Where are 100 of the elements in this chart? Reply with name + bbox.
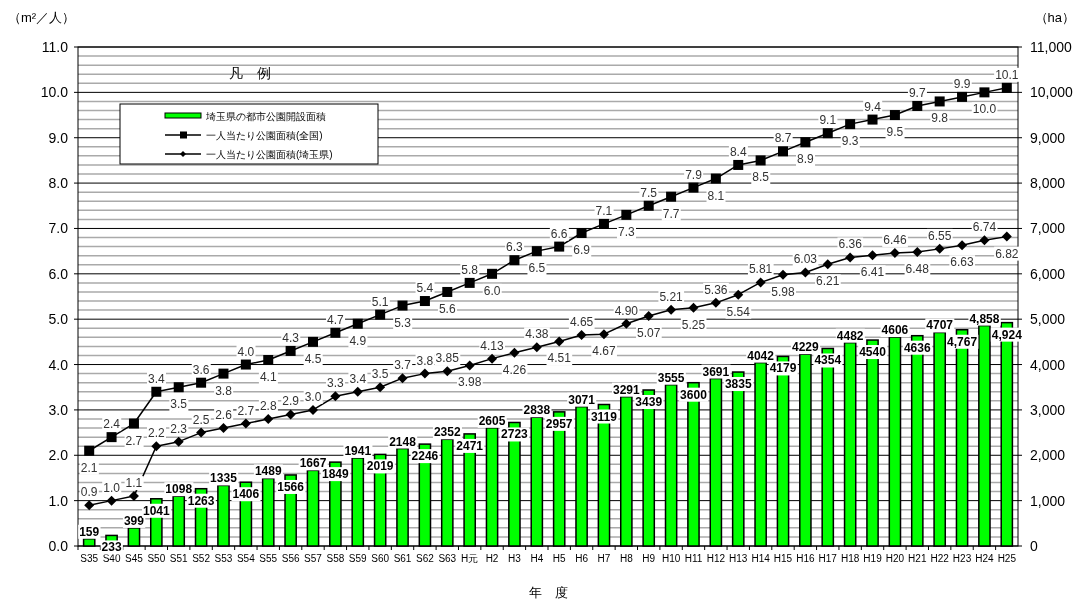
data-label: 4042 [747,348,775,363]
data-label: 2.7 [125,433,143,448]
data-label: 3119 [590,409,618,424]
point [643,311,654,322]
point [196,377,207,388]
point [263,355,274,366]
point [778,269,788,280]
point [621,209,632,220]
data-label: 5.25 [681,317,706,332]
y-tick-label: 1.0 [48,492,69,509]
point [397,373,408,384]
point [285,345,296,356]
data-label: 4.13 [480,338,505,353]
point [912,100,923,111]
data-label: 4354 [814,353,842,368]
legend-label: 一人当たり公園面積(全国) [206,130,323,141]
x-tick-label: H9 [642,553,656,564]
point [979,235,990,246]
data-label: 8.9 [797,152,815,167]
data-label: 3.0 [304,389,322,404]
point [554,241,565,252]
data-label: 5.6 [438,301,456,316]
y2-tick-label: 7,000 [1030,220,1066,237]
point [128,491,139,502]
x-tick-label: S54 [236,553,256,564]
data-label: 2838 [523,403,551,418]
point [710,173,721,184]
data-label: 4540 [859,345,887,360]
point [957,91,968,102]
data-label: 3071 [568,392,596,407]
data-label: 9.4 [864,99,882,114]
x-tick-label: S52 [192,553,211,564]
data-label: 7.9 [685,167,703,182]
x-tick-label: H19 [863,553,883,564]
data-label: 5.8 [461,262,479,277]
point [308,404,318,415]
y2-tick-label: 3,000 [1030,401,1066,418]
data-label: 1489 [254,464,282,479]
data-label: 3.5 [371,367,389,382]
y2-tick-label: 11,000 [1030,39,1072,55]
x-tick-label: H6 [575,553,589,564]
point [330,327,341,338]
point [845,119,856,130]
point [196,427,207,438]
data-label: 3691 [702,364,730,379]
x-tick-label: H12 [706,553,726,564]
data-label: 5.21 [659,289,684,304]
point [755,155,766,166]
point [240,359,251,370]
data-label: 4606 [881,323,909,338]
data-label: 4,858 [969,311,1000,326]
legend-title: 凡 例 [229,65,271,81]
legend-label: 埼玉県の都市公園開設面積 [205,111,326,122]
data-label: 9.7 [908,85,926,100]
x-axis-title: 年 度 [528,585,568,600]
data-label: 7.1 [595,203,613,218]
data-label: 9.5 [886,125,904,140]
point [755,277,766,288]
point [778,146,788,157]
x-tick-label: H24 [975,553,995,564]
y-tick-label: 6.0 [48,265,69,282]
data-label: 4.90 [614,303,639,318]
point [352,318,363,329]
point [867,250,878,261]
point [218,368,229,379]
data-label: 7.5 [640,185,658,200]
point [218,423,229,434]
x-tick-label: H16 [796,553,815,564]
point [419,368,430,379]
point [531,246,542,257]
point [934,96,945,107]
x-tick-label: S55 [259,553,278,564]
data-label: 6.03 [793,252,818,267]
y2-tick-label: 2,000 [1030,447,1066,464]
data-label: 5.54 [726,304,751,319]
data-label: 3555 [657,370,685,385]
x-tick-label: H元 [461,553,479,564]
x-tick-label: H4 [530,553,544,564]
data-label: 3.7 [394,358,412,373]
data-label: 3.8 [215,383,233,398]
point [576,330,587,341]
data-label: 5.4 [416,281,434,296]
y2-tick-label: 5,000 [1030,311,1066,328]
data-label: 6.3 [506,240,524,255]
y-tick-label: 10.0 [40,84,69,101]
point [442,286,453,297]
data-label: 2.2 [147,426,165,441]
point [240,418,251,429]
data-label: 6.21 [816,274,840,289]
data-label: 2957 [545,416,573,431]
x-tick-label: S59 [348,553,368,564]
y-tick-label: 0.0 [48,538,69,554]
data-label: 8.4 [729,144,747,159]
data-label: 4.5 [304,351,322,366]
data-label: 4.3 [282,330,300,345]
data-label: 2723 [501,427,529,442]
data-label: 4.26 [502,362,527,377]
point [106,432,117,443]
data-label: 4707 [926,318,954,333]
data-label: 4.67 [592,344,616,359]
